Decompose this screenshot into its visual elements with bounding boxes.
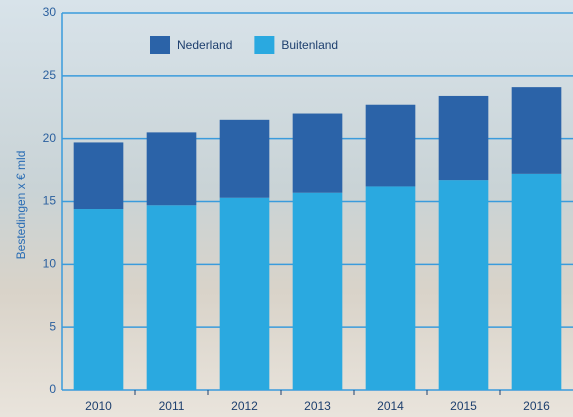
y-tick-label: 10 <box>43 257 57 271</box>
bar-segment <box>74 209 124 390</box>
x-tick-label: 2013 <box>304 399 331 413</box>
bar-segment <box>439 96 489 180</box>
x-tick-label: 2011 <box>159 399 185 413</box>
y-tick-label: 20 <box>43 131 57 145</box>
bar-segment <box>366 105 416 187</box>
chart: Bestedingen x € mld 0 5 10 15 20 25 30 2010 2011… <box>0 0 573 417</box>
y-axis-label: Bestedingen x € mld <box>14 151 28 260</box>
bar-segment <box>293 193 343 390</box>
bar-segment <box>512 174 562 390</box>
bar-segment <box>220 120 270 198</box>
y-tick-label: 0 <box>49 382 56 396</box>
legend-swatch <box>150 36 170 54</box>
bar-segment <box>74 142 124 209</box>
bar-segment <box>512 87 562 174</box>
bar-segment <box>220 198 270 390</box>
y-tick-label: 5 <box>49 319 56 333</box>
y-tick-label: 25 <box>43 68 57 82</box>
bar-segment <box>366 186 416 390</box>
x-tick-label: 2014 <box>377 399 404 413</box>
page: Bestedingen x € mld 0 5 10 15 20 25 30 2010 2011… <box>0 0 573 417</box>
y-tick-label: 30 <box>43 5 57 19</box>
legend-swatch <box>254 36 274 54</box>
legend-label: Buitenland <box>281 38 338 52</box>
bar-segment <box>147 205 197 390</box>
x-tick-label: 2012 <box>231 399 258 413</box>
x-tick-label: 2015 <box>450 399 477 413</box>
bar-segment <box>293 114 343 193</box>
y-tick-label: 15 <box>43 194 57 208</box>
x-tick-label: 2016 <box>523 399 550 413</box>
bar-segment <box>147 132 197 205</box>
legend-label: Nederland <box>177 38 232 52</box>
x-tick-label: 2010 <box>85 399 112 413</box>
bar-segment <box>439 180 489 390</box>
